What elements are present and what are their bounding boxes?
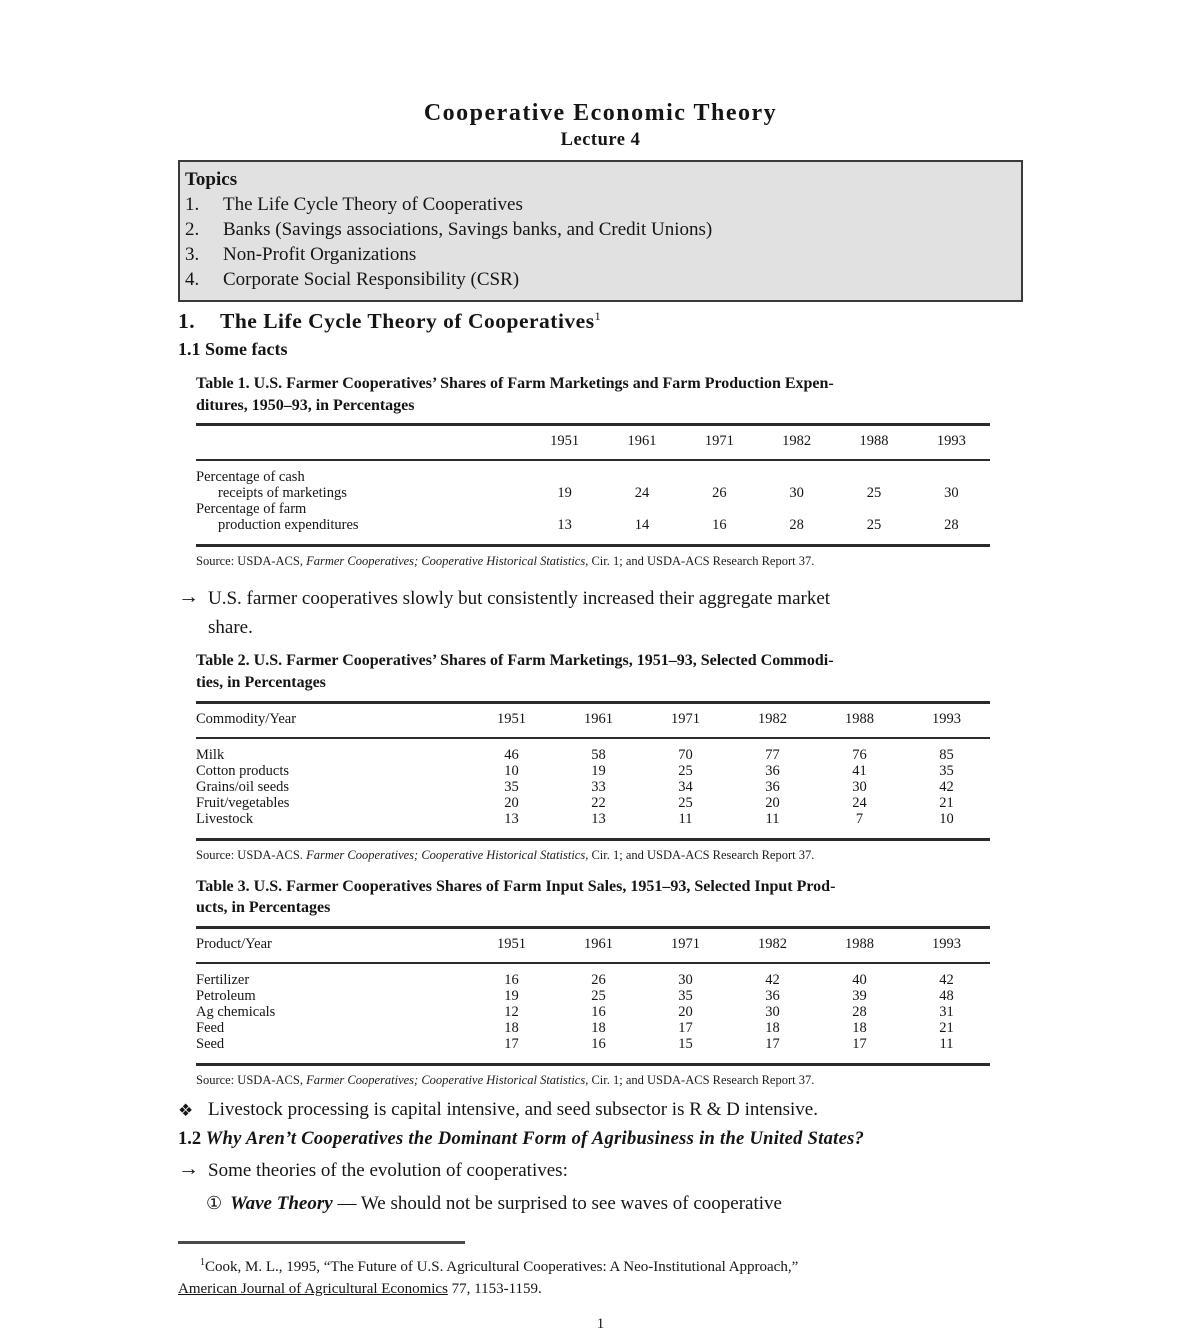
column-header: Product/Year <box>196 927 468 964</box>
year-header: 1988 <box>816 927 903 964</box>
table-row: Feed 18 18 17 18 18 21 <box>196 1019 954 1036</box>
year-header: 1971 <box>680 424 758 462</box>
table-3-block: Table 3. U.S. Farmer Cooperatives Shares… <box>196 876 1023 1088</box>
year-header: 1982 <box>757 424 836 462</box>
year-header: 1951 <box>526 424 604 462</box>
topic-label: The Life Cycle Theory of Cooperatives <box>223 194 523 215</box>
topic-item-1: 1. The Life Cycle Theory of Cooperatives <box>185 192 1013 217</box>
document-page: Cooperative Economic Theory Lecture 4 To… <box>178 100 1023 1333</box>
diamond-bullet-icon: ❖ <box>178 1100 194 1120</box>
table-1-header-row: 1951 1961 1971 1982 1988 1993 <box>196 424 990 462</box>
section-1-1-heading: 1.1 Some facts <box>178 339 288 360</box>
circled-one-icon: ① <box>206 1192 223 1213</box>
topic-item-4: 4. Corporate Social Responsibility (CSR) <box>185 267 1013 292</box>
wave-theory-title: Wave Theory <box>230 1192 333 1214</box>
table-2-block: Table 2. U.S. Farmer Cooperatives’ Share… <box>196 650 1023 862</box>
section-number: 1.2 <box>178 1128 206 1149</box>
topic-label: Corporate Social Responsibility (CSR) <box>223 269 520 290</box>
year-header: 1993 <box>912 424 990 462</box>
journal-title: American Journal of Agricultural Economi… <box>178 1280 448 1297</box>
topic-item-3: 3. Non-Profit Organizations <box>185 242 1013 267</box>
footnote: 1Cook, M. L., 1995, “The Future of U.S. … <box>178 1240 1023 1300</box>
year-header: 1951 <box>468 702 555 739</box>
table-row: Cotton products 10 19 25 36 41 35 <box>196 762 954 779</box>
table-3-source: Source: USDA-ACS, Farmer Cooperatives; C… <box>196 1072 815 1087</box>
topic-number: 3. <box>185 244 200 265</box>
section-number: 1. <box>178 309 196 334</box>
year-header: 1961 <box>555 702 642 739</box>
topics-box: Topics 1. The Life Cycle Theory of Coope… <box>178 160 1023 302</box>
table-2: Commodity/Year 1951 1961 1971 1982 1988 … <box>196 700 990 841</box>
table-1: 1951 1961 1971 1982 1988 1993 Percentage… <box>196 423 990 548</box>
year-header: 1988 <box>835 424 913 462</box>
page-number: 1 <box>596 1315 605 1332</box>
table-row: Seed 17 16 15 17 17 11 <box>196 1035 954 1052</box>
table-2-header-row: Commodity/Year 1951 1961 1971 1982 1988 … <box>196 702 990 739</box>
table-3: Product/Year 1951 1961 1971 1982 1988 19… <box>196 925 990 1066</box>
section-1-heading: 1. The Life Cycle Theory of Cooperatives1 <box>178 309 1023 334</box>
year-header: 1993 <box>903 702 990 739</box>
table-3-caption: Table 3. U.S. Farmer Cooperatives Shares… <box>196 877 836 917</box>
table-row: Percentage of cash <box>196 469 305 486</box>
table-row: Grains/oil seeds 35 33 34 36 30 42 <box>196 778 954 795</box>
year-header: 1961 <box>603 424 681 462</box>
wave-theory-item: ① Wave Theory — We should not be surprise… <box>206 1192 782 1214</box>
table-row: Petroleum 19 25 35 36 39 48 <box>196 987 954 1004</box>
topic-number: 4. <box>185 269 200 290</box>
footnote-reference: 1 <box>594 309 602 323</box>
table-1-block: Table 1. U.S. Farmer Cooperatives’ Share… <box>196 373 1023 569</box>
topics-heading: Topics <box>185 169 238 190</box>
table-2-caption: Table 2. U.S. Farmer Cooperatives’ Share… <box>196 652 834 691</box>
section-title: Why Aren’t Cooperatives the Dominant For… <box>205 1128 865 1149</box>
table-2-source: Source: USDA-ACS. Farmer Cooperatives; C… <box>196 847 815 862</box>
year-header: 1982 <box>729 702 816 739</box>
year-header: 1982 <box>729 927 816 964</box>
year-header: 1993 <box>903 927 990 964</box>
note-livestock: ❖ Livestock processing is capital intens… <box>178 1098 818 1120</box>
table-3-header-row: Product/Year 1951 1961 1971 1982 1988 19… <box>196 927 990 964</box>
note-theories: → Some theories of the evolution of coop… <box>178 1156 1023 1185</box>
page-title: Cooperative Economic Theory <box>423 100 778 126</box>
table-row: Ag chemicals 12 16 20 30 28 31 <box>196 1003 954 1020</box>
topic-item-2: 2. Banks (Savings associations, Savings … <box>185 217 1013 242</box>
note-market-share: → U.S. farmer cooperatives slowly but co… <box>178 584 1023 642</box>
table-row: production expenditures 13 14 16 28 25 2… <box>218 517 959 534</box>
year-header: 1988 <box>816 702 903 739</box>
topic-number: 1. <box>185 194 200 215</box>
table-row: Fruit/vegetables 20 22 25 20 24 21 <box>196 794 954 811</box>
table-row: Fertilizer 16 26 30 42 40 42 <box>196 971 954 988</box>
table-row: Percentage of farm <box>196 501 307 518</box>
section-title: The Life Cycle Theory of Cooperatives <box>220 309 595 334</box>
topic-label: Banks (Savings associations, Savings ban… <box>223 219 713 240</box>
arrow-icon: → <box>178 584 199 609</box>
table-1-source: Source: USDA-ACS, Farmer Cooperatives; C… <box>196 554 815 569</box>
column-header: Commodity/Year <box>196 702 468 739</box>
table-1-caption: Table 1. U.S. Farmer Cooperatives’ Share… <box>196 375 834 414</box>
year-header: 1951 <box>468 927 555 964</box>
topic-number: 2. <box>185 219 200 240</box>
footnote-divider <box>178 1240 465 1244</box>
topic-label: Non-Profit Organizations <box>223 244 417 265</box>
year-header: 1971 <box>642 702 729 739</box>
table-row: Livestock 13 13 11 11 7 10 <box>196 810 954 827</box>
arrow-icon: → <box>178 1155 199 1180</box>
table-row: receipts of marketings 19 24 26 30 25 30 <box>218 485 959 502</box>
section-1-2-heading: 1.2 Why Aren’t Cooperatives the Dominant… <box>178 1129 1023 1150</box>
table-row: Milk 46 58 70 77 76 85 <box>196 746 954 763</box>
lecture-subtitle: Lecture 4 <box>560 130 641 150</box>
year-header: 1961 <box>555 927 642 964</box>
year-header: 1971 <box>642 927 729 964</box>
